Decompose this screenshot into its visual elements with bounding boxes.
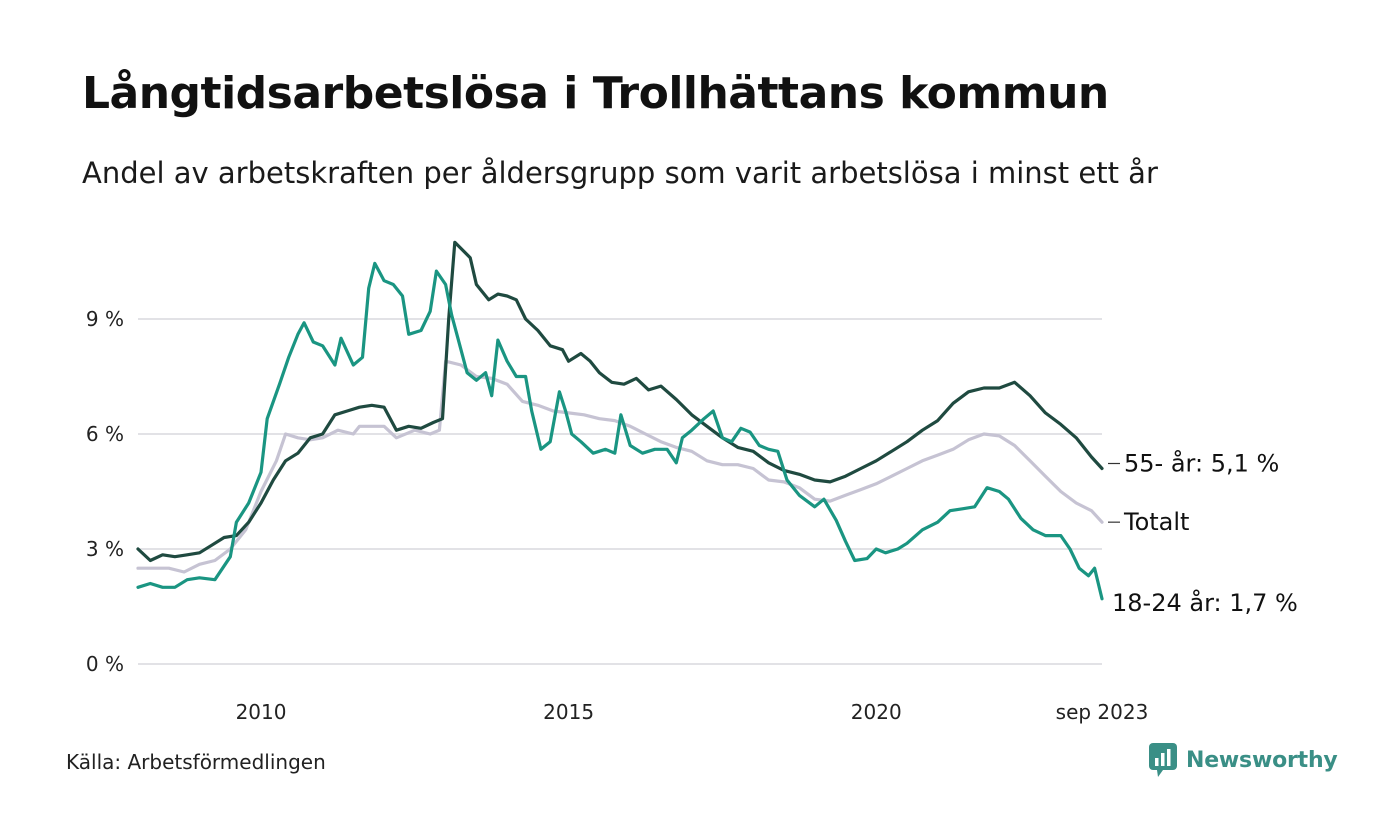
newsworthy-logo-icon <box>1149 743 1177 777</box>
gridlines <box>138 318 1102 665</box>
y-tick-label: 3 % <box>86 537 124 561</box>
y-tick-label: 9 % <box>86 307 124 331</box>
x-tick-label: sep 2023 <box>1056 700 1149 724</box>
line-chart: 0 % 3 % 6 % 9 % 2010 2015 2020 sep 2023 Totalt… <box>86 240 1298 724</box>
end-label-1: 55- år: 5,1 % <box>1124 449 1279 478</box>
x-tick-label: 2020 <box>851 700 902 724</box>
chart-title: Långtidsarbetslösa i Trollhättans kommun <box>82 68 1109 119</box>
brand-name: Newsworthy <box>1186 747 1338 773</box>
y-tick-label: 6 % <box>86 422 124 446</box>
y-axis-ticks: 0 % 3 % 6 % 9 % <box>86 307 124 676</box>
end-label-0: Totalt <box>1123 508 1189 536</box>
source-note: Källa: Arbetsförmedlingen <box>66 750 326 774</box>
x-tick-label: 2010 <box>236 700 287 724</box>
x-tick-label: 2015 <box>543 700 594 724</box>
chart-subtitle: Andel av arbetskraften per åldersgrupp s… <box>82 156 1158 190</box>
series-line-2 <box>136 261 1104 601</box>
x-axis-ticks: 2010 2015 2020 sep 2023 <box>236 700 1149 724</box>
series-lines <box>136 240 1104 601</box>
end-label-2: 18-24 år: 1,7 % <box>1112 588 1298 617</box>
series-end-labels: Totalt 55- år: 5,1 % 18-24 år: 1,7 % <box>1108 449 1298 617</box>
y-tick-label: 0 % <box>86 652 124 676</box>
series-line-1 <box>136 240 1104 563</box>
brand-logo[interactable]: Newsworthy <box>1148 742 1338 778</box>
series-line-0 <box>136 359 1104 574</box>
